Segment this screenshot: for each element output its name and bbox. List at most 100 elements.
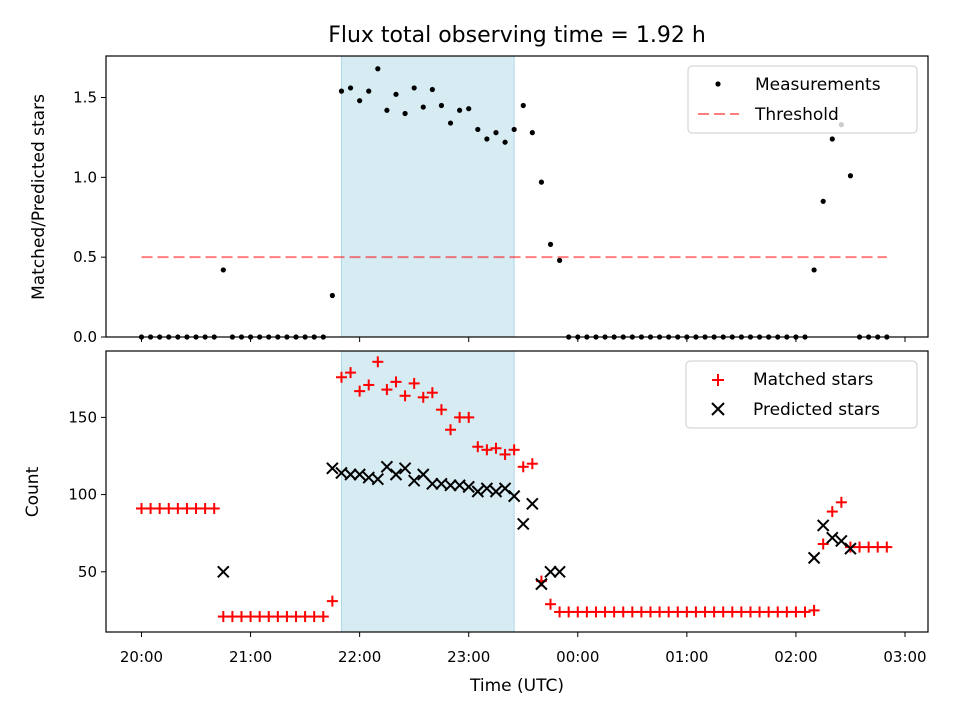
matched-star-point [472, 441, 484, 453]
measurement-point [502, 139, 508, 145]
bottom-x-ticks: 20:00 21:00 22:00 23:00 00:00 01:00 02:00 03:00 [120, 632, 927, 666]
matched-star-point [435, 404, 447, 416]
measurement-point [547, 241, 554, 247]
measurement-point [366, 88, 372, 94]
matched-star-point [490, 442, 502, 454]
matched-star-point [399, 390, 411, 402]
top-legend-box [687, 65, 918, 134]
measurement-point [457, 107, 463, 113]
predicted-star-point [489, 485, 503, 498]
measurement-point [820, 198, 826, 204]
matched-star-point [808, 604, 820, 616]
predicted-star-point [553, 565, 566, 578]
measurement-point [393, 91, 399, 97]
measurement-point [447, 120, 454, 126]
predicted-star-point [389, 468, 403, 481]
top-highlight-span [340, 55, 515, 338]
measurement-point [511, 126, 517, 133]
legend-measurements-label: Measurements [755, 75, 881, 95]
measurement-point [429, 86, 435, 93]
predicted-star-point [517, 517, 530, 531]
y-tick-label: 150 [68, 408, 97, 426]
measurement-point [493, 130, 499, 136]
x-tick-label: 02:00 [774, 648, 817, 666]
matched-star-point [381, 384, 393, 396]
matched-star-point [881, 541, 893, 553]
legend-matched-label: Matched stars [753, 370, 873, 390]
predicted-star-point [535, 577, 548, 591]
predicted-star-point [544, 565, 557, 578]
y-tick-label: 50 [78, 563, 97, 581]
measurement-point [847, 173, 854, 179]
bottom-legend-box [685, 360, 918, 429]
matched-star-point [545, 598, 557, 610]
measurement-point [529, 130, 535, 136]
x-tick-label: 00:00 [556, 648, 599, 666]
predicted-star-point [426, 477, 439, 490]
measurement-point [347, 85, 354, 91]
x-axis-label: Time (UTC) [469, 676, 564, 696]
matched-star-point [354, 385, 366, 397]
predicted-star-point [407, 474, 421, 487]
predicted-star-point [471, 485, 485, 498]
x-tick-label: 21:00 [229, 648, 272, 666]
bottom-panel: 50 100 150 20:00 21:00 22:00 23:00 00:00 01:00 0… [23, 350, 929, 696]
top-y-axis-label: Matched/Predicted stars [29, 94, 49, 300]
matched-star-point [799, 606, 811, 618]
predicted-star-points [217, 460, 857, 591]
measurement-point [375, 66, 381, 72]
predicted-star-point [462, 480, 475, 494]
predicted-star-point [844, 542, 857, 555]
measurement-point [811, 267, 817, 273]
legend-threshold-label: Threshold [754, 105, 839, 125]
y-tick-label: 0.5 [73, 248, 97, 266]
x-tick-label: 22:00 [338, 648, 381, 666]
matched-star-point [445, 424, 457, 436]
bottom-legend: Matched stars Predicted stars [685, 360, 918, 429]
matched-star-point [463, 411, 475, 423]
matched-star-point [335, 371, 347, 383]
predicted-star-point [816, 519, 830, 532]
predicted-star-point [444, 479, 457, 492]
measurement-point [829, 136, 835, 142]
predicted-star-point [807, 551, 821, 565]
matched-star-point [508, 444, 520, 456]
measurement-point [220, 267, 226, 273]
measurement-point [402, 110, 408, 117]
matched-star-points [136, 356, 893, 623]
matched-star-point [208, 502, 220, 514]
predicted-star-point [417, 468, 430, 481]
matched-star-point [817, 538, 829, 550]
legend-matched-marker [712, 374, 724, 386]
x-tick-label: 03:00 [883, 648, 926, 666]
matched-star-point [826, 506, 838, 518]
measurement-point [411, 85, 417, 91]
predicted-star-point [371, 472, 385, 486]
measurement-point [466, 106, 472, 112]
measurement-point [338, 88, 345, 94]
y-tick-label: 100 [68, 486, 97, 504]
legend-predicted-marker [711, 402, 725, 416]
predicted-star-point [826, 531, 839, 545]
matched-star-point [317, 611, 329, 623]
top-panel: 0.0 0.5 1.0 1.5 Matched/Predicted stars Mea… [29, 55, 929, 346]
predicted-star-point [398, 462, 412, 475]
predicted-star-point [480, 482, 494, 495]
measurement-point [357, 98, 363, 104]
bottom-y-ticks: 50 100 150 [68, 408, 106, 581]
top-legend: Measurements Threshold [687, 65, 918, 134]
measurement-point [329, 292, 335, 299]
matched-star-point [426, 387, 438, 399]
x-tick-label: 23:00 [447, 648, 490, 666]
matched-star-point [835, 496, 847, 508]
legend-predicted-label: Predicted stars [753, 400, 880, 420]
measurement-point [420, 104, 426, 110]
measurement-point [384, 107, 390, 113]
predicted-star-point [526, 497, 539, 511]
matched-star-point [363, 379, 375, 391]
predicted-star-point [344, 468, 357, 481]
matched-star-point [417, 391, 429, 403]
matched-star-point [345, 367, 357, 379]
measurement-point [484, 136, 490, 142]
